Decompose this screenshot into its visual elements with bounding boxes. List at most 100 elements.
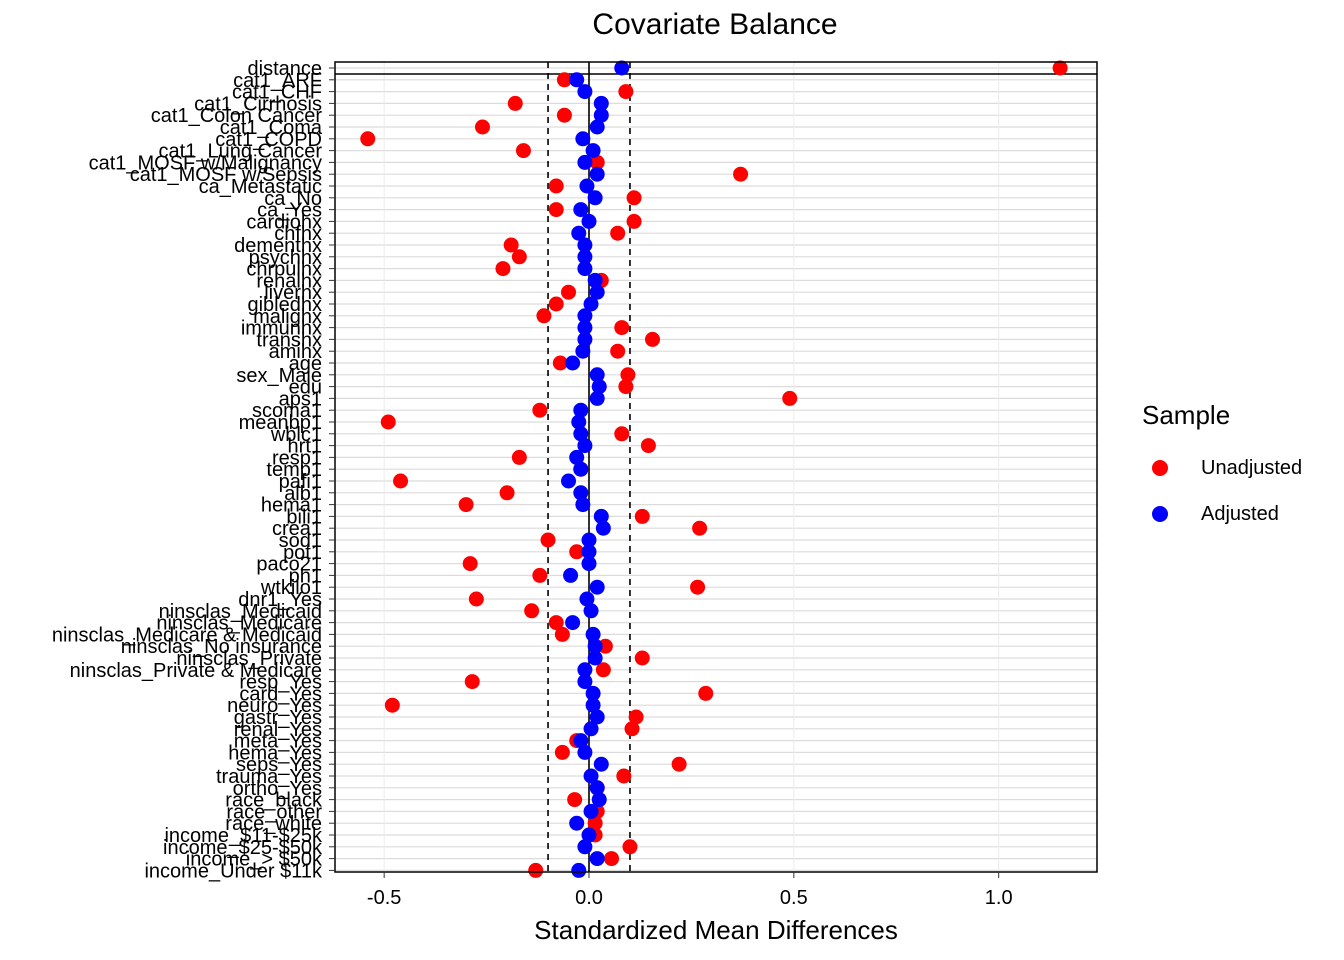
- point-unadjusted: [610, 225, 626, 241]
- y-tick-label: seps_Yes: [236, 754, 322, 776]
- point-unadjusted: [554, 744, 570, 760]
- y-tick-label: pot1: [283, 542, 322, 564]
- y-tick-label: sex_Male: [236, 365, 322, 387]
- point-unadjusted: [561, 284, 577, 300]
- unadjusted-dot-icon: [1152, 460, 1168, 476]
- point-unadjusted: [554, 626, 570, 642]
- point-unadjusted: [511, 449, 527, 465]
- y-tick-label: paco21: [256, 554, 322, 576]
- point-adjusted: [575, 343, 591, 359]
- point-unadjusted: [618, 84, 634, 100]
- point-adjusted: [591, 379, 607, 395]
- point-unadjusted: [393, 473, 409, 489]
- point-adjusted: [589, 284, 605, 300]
- point-adjusted: [581, 556, 597, 572]
- point-unadjusted: [782, 390, 798, 406]
- y-tick-label: cat1_ARF: [233, 70, 322, 92]
- y-tick-label: cat1_CHF: [232, 82, 322, 104]
- point-unadjusted: [610, 343, 626, 359]
- point-adjusted: [571, 862, 587, 878]
- data-points: [360, 60, 1068, 878]
- y-tick-label: sod1: [279, 530, 322, 552]
- point-adjusted: [583, 803, 599, 819]
- point-unadjusted: [528, 862, 544, 878]
- point-unadjusted: [620, 367, 636, 383]
- point-adjusted: [583, 603, 599, 619]
- point-adjusted: [573, 485, 589, 501]
- y-tick-label: cat1_Coma: [220, 117, 323, 139]
- y-tick-label: resp1: [272, 447, 322, 469]
- y-tick-label: ca_Metastatic: [199, 176, 322, 198]
- point-adjusted: [589, 780, 605, 796]
- y-tick-label: renalhx: [256, 270, 322, 292]
- y-tick-label: ninsclas_Medicare & Medicaid: [52, 624, 322, 646]
- y-tick-label: resp_Yes: [239, 672, 322, 694]
- point-adjusted: [573, 733, 589, 749]
- point-unadjusted: [495, 261, 511, 277]
- point-adjusted: [577, 331, 593, 347]
- y-tick-label: ninsclas_No insurance: [121, 636, 322, 658]
- y-tick-label: cat1_Lung Cancer: [159, 141, 323, 163]
- point-adjusted: [591, 792, 607, 808]
- point-unadjusted: [628, 709, 644, 725]
- point-unadjusted: [589, 154, 605, 170]
- y-tick-label: alb1: [284, 483, 322, 505]
- x-axis-label: Standardized Mean Differences: [534, 915, 898, 945]
- point-adjusted: [561, 473, 577, 489]
- y-tick-label: cardiohx: [246, 211, 322, 233]
- point-adjusted: [573, 402, 589, 418]
- panel-border: [334, 61, 1098, 873]
- point-unadjusted: [458, 497, 474, 513]
- y-tick-label: malighx: [253, 306, 322, 328]
- point-unadjusted: [556, 107, 572, 123]
- y-tick-label: ph1: [289, 565, 322, 587]
- point-adjusted: [583, 768, 599, 784]
- y-tick-label: income_Under $11k: [144, 860, 323, 882]
- point-unadjusted: [614, 320, 630, 336]
- point-adjusted: [569, 815, 585, 831]
- y-tick-label: wtkilo1: [260, 577, 322, 599]
- point-unadjusted: [733, 166, 749, 182]
- point-unadjusted: [618, 379, 634, 395]
- adjusted-dot-icon: [1152, 506, 1168, 522]
- y-tick-label: dementhx: [234, 235, 322, 257]
- point-unadjusted: [587, 815, 603, 831]
- point-unadjusted: [532, 402, 548, 418]
- point-unadjusted: [532, 567, 548, 583]
- point-adjusted: [589, 119, 605, 135]
- y-tick-label: income_> $50k: [186, 849, 323, 871]
- point-unadjusted: [462, 556, 478, 572]
- point-adjusted: [585, 626, 601, 642]
- point-unadjusted: [515, 143, 531, 159]
- point-unadjusted: [536, 308, 552, 324]
- point-adjusted: [581, 213, 597, 229]
- point-unadjusted: [698, 685, 714, 701]
- point-unadjusted: [692, 520, 708, 536]
- point-adjusted: [577, 308, 593, 324]
- point-adjusted: [595, 520, 611, 536]
- chart-title: Covariate Balance: [592, 8, 838, 41]
- y-tick-label: ortho_Yes: [233, 778, 322, 800]
- point-adjusted: [563, 567, 579, 583]
- reference-lines: [335, 62, 1097, 872]
- y-tick-label: meanbp1: [239, 412, 322, 434]
- point-unadjusted: [569, 544, 585, 560]
- y-tick-label: ninsclas_Medicare: [156, 613, 322, 635]
- point-unadjusted: [616, 768, 632, 784]
- y-tick-label: income_$25-$50k: [163, 837, 323, 859]
- point-unadjusted: [464, 674, 480, 690]
- point-unadjusted: [540, 532, 556, 548]
- y-tick-label: chrpulhx: [246, 259, 322, 281]
- x-tick-label: 1.0: [985, 887, 1013, 909]
- point-adjusted: [587, 190, 603, 206]
- point-unadjusted: [548, 615, 564, 631]
- legend-label-unadjusted: Unadjusted: [1201, 456, 1303, 479]
- point-adjusted: [573, 202, 589, 218]
- y-tick-label: dnr1_Yes: [238, 589, 322, 611]
- point-adjusted: [587, 638, 603, 654]
- y-tick-label: income_$11-$25k: [164, 825, 323, 847]
- legend-item-adjusted: Adjusted: [1152, 502, 1279, 526]
- point-unadjusted: [671, 756, 687, 772]
- point-adjusted: [583, 296, 599, 312]
